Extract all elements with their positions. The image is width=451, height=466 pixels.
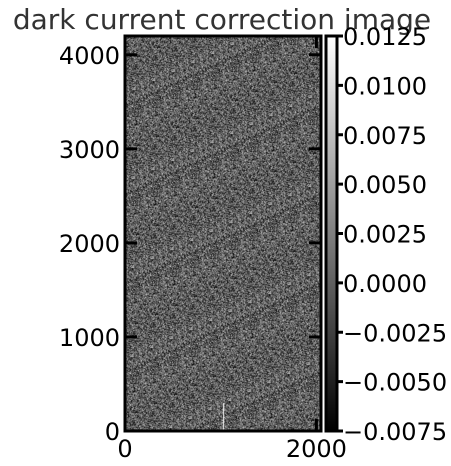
y-tick-label: 4000 (59, 42, 120, 70)
colorbar-ticks: 0.0125 0.0100 0.0075 0.0050 0.0025 0.0000 −0.0… (337, 23, 447, 446)
x-tick-label: 0 (117, 435, 132, 463)
y-tick-label: 1000 (59, 324, 120, 352)
x-axis: 0 2000 (117, 36, 347, 463)
colorbar-tick-label: 0.0075 (343, 122, 427, 150)
chart-title: dark current correction image (13, 3, 431, 36)
y-tick-label: 3000 (59, 136, 120, 164)
colorbar-tick-label: 0.0025 (343, 221, 427, 249)
colorbar-tick-label: −0.0050 (343, 369, 447, 397)
x-tick-label: 2000 (286, 435, 347, 463)
heatmap-image (125, 36, 321, 431)
y-tick-label: 0 (105, 418, 120, 446)
y-tick-label: 2000 (59, 230, 120, 258)
colorbar-tick-label: 0.0100 (343, 72, 427, 100)
colorbar-tick-label: 0.0050 (343, 171, 427, 199)
y-axis: 0 1000 2000 3000 4000 (59, 42, 321, 446)
plot-frame (123, 34, 323, 433)
colorbar-gradient (326, 36, 337, 431)
colorbar-tick-label: 0.0000 (343, 270, 427, 298)
heatmap-plot: 0 2000 0 1000 2000 3000 4000 (59, 34, 347, 463)
colorbar-tick-label: −0.0025 (343, 319, 447, 347)
colorbar-tick-label: 0.0125 (343, 23, 427, 51)
colorbar: 0.0125 0.0100 0.0075 0.0050 0.0025 0.0000 −0.0… (324, 23, 447, 446)
colorbar-tick-label: −0.0075 (343, 418, 447, 446)
